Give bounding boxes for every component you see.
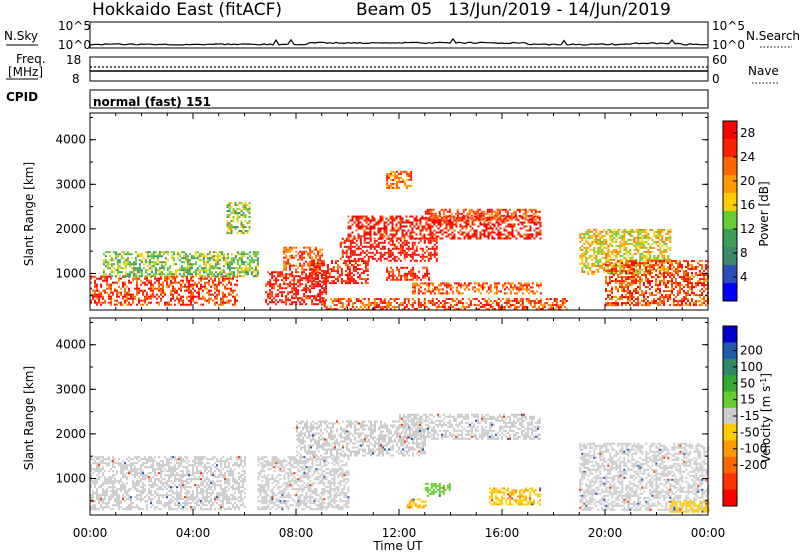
- colorbar-tick-label: -15: [740, 409, 760, 423]
- cpid-label: CPID: [6, 90, 38, 104]
- x-tick-label: 08:00: [279, 526, 314, 540]
- colorbar-tick-label: 28: [740, 126, 755, 140]
- velocity-region: [90, 456, 246, 510]
- colorbar-segment: [723, 229, 737, 248]
- velocity-region: [425, 483, 451, 497]
- colorbar-tick-label: 200: [740, 344, 763, 358]
- colorbar-tick-label: 8: [740, 246, 748, 260]
- sky-panel-frame: [90, 22, 708, 48]
- colorbar-tick-label: 16: [740, 198, 755, 212]
- x-tick-label: 04:00: [176, 526, 211, 540]
- nave-tick-right-top: 60: [712, 53, 727, 67]
- power-colorbar-label: Power [dB]: [757, 181, 771, 246]
- sky-tick-left-bottom: 10^0: [58, 38, 91, 52]
- freq-panel-frame: [90, 57, 708, 81]
- colorbar-segment: [723, 473, 737, 490]
- velocity-region: [407, 499, 427, 509]
- power-region: [227, 202, 251, 234]
- y-tick-label: 1000: [55, 266, 86, 280]
- velocity-colorbar-label: Velocity [m s-1]: [759, 373, 773, 463]
- y-tick-label: 2000: [55, 427, 86, 441]
- nave-label: Nave: [748, 64, 779, 78]
- nave-tick-right-bottom: 0: [712, 72, 720, 86]
- sky-tick-right-top: 10^5: [712, 19, 745, 33]
- colorbar-segment: [723, 121, 737, 140]
- y-tick-label: 4000: [55, 338, 86, 352]
- colorbar-tick-label: 100: [740, 360, 763, 374]
- velocity-region: [489, 487, 541, 505]
- colorbar-segment: [723, 283, 737, 302]
- beam-label: Beam 05: [356, 0, 432, 20]
- power-region: [90, 276, 238, 306]
- time-x-axis: 00:00 04:00 08:00 12:00 16:00 20:00 00:00: [73, 526, 726, 540]
- velocity-region: [579, 443, 709, 511]
- colorbar-tick-label: -50: [740, 425, 760, 439]
- search-label: N.Search: [746, 29, 800, 43]
- power-region: [103, 251, 259, 277]
- x-tick-label: 16:00: [485, 526, 520, 540]
- freq-tick-left-top: 18: [66, 53, 81, 67]
- velocity-heatmap: [90, 414, 709, 513]
- y-tick-label: 3000: [55, 177, 86, 191]
- power-region: [322, 298, 568, 310]
- power-region: [386, 267, 430, 281]
- power-region: [412, 282, 542, 294]
- colorbar-segment: [723, 490, 737, 507]
- colorbar-segment: [723, 326, 737, 343]
- x-tick-label: 00:00: [73, 526, 108, 540]
- velocity-region: [257, 456, 349, 510]
- colorbar-segment: [723, 175, 737, 194]
- colorbar-tick-label: 50: [740, 376, 755, 390]
- colorbar-segment: [723, 211, 737, 230]
- y-tick-label: 3000: [55, 382, 86, 396]
- y-tick-label: 4000: [55, 133, 86, 147]
- power-ylabel: Slant Range [km]: [22, 162, 36, 266]
- x-axis-label: Time UT: [372, 539, 423, 553]
- colorbar-segment: [723, 193, 737, 212]
- power-region: [340, 238, 438, 262]
- power-heatmap: [90, 171, 709, 310]
- x-tick-label: 12:00: [382, 526, 417, 540]
- colorbar-tick-label: 15: [740, 393, 755, 407]
- sky-tick-left-top: 10^5: [58, 19, 91, 33]
- x-tick-label: 00:00: [691, 526, 726, 540]
- colorbar-segment: [723, 265, 737, 284]
- date-range: 13/Jun/2019 - 14/Jun/2019: [448, 0, 671, 20]
- colorbar-tick-label: 4: [740, 270, 748, 284]
- power-colorbar: 4 8 12 16 20 24 28: [723, 121, 755, 302]
- sky-tick-right-bottom: 10^0: [712, 38, 745, 52]
- freq-unit-label: [MHz]: [8, 65, 43, 79]
- plot-title: Hokkaido East (fitACF): [92, 0, 282, 20]
- sky-noise-line: [90, 39, 708, 45]
- cpid-value: normal (fast) 151: [93, 95, 211, 109]
- colorbar-tick-label: 24: [740, 150, 755, 164]
- velocity-ylabel: Slant Range [km]: [22, 366, 36, 470]
- colorbar-tick-label: 20: [740, 174, 755, 188]
- colorbar-tick-label: 12: [740, 222, 755, 236]
- y-tick-label: 1000: [55, 471, 86, 485]
- y-tick-label: 2000: [55, 222, 86, 236]
- freq-label: Freq.: [16, 52, 46, 66]
- colorbar-segment: [723, 157, 737, 176]
- colorbar-segment: [723, 247, 737, 266]
- x-tick-label: 20:00: [588, 526, 623, 540]
- sky-label: N.Sky: [4, 29, 38, 43]
- velocity-region: [669, 501, 709, 513]
- colorbar-segment: [723, 139, 737, 158]
- power-region: [386, 171, 412, 189]
- freq-tick-left-bottom: 8: [72, 72, 80, 86]
